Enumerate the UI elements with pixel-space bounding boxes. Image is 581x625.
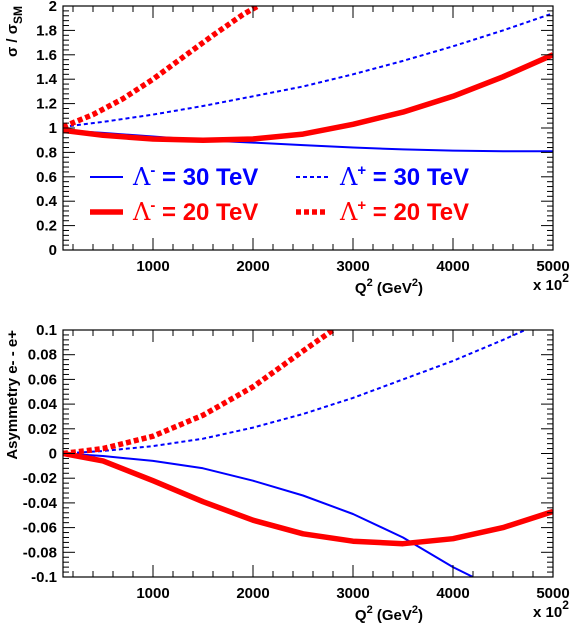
y-tick-label: 0.02 [28, 421, 57, 438]
series-line-red-dotted [63, 6, 260, 130]
series-line-blue-dotted [63, 12, 553, 128]
x-multiplier-label: x 102 [533, 271, 569, 294]
legend-entry-label: Λ- = 20 TeV [132, 197, 258, 226]
y-tick-label: 0.6 [36, 169, 57, 186]
legend: Λ- = 30 TeV Λ+ = 30 TeV Λ- = 20 TeV Λ+ = 20… [90, 162, 469, 226]
y-tick-label: -0.08 [23, 544, 57, 561]
x-tick-label: 5000 [536, 585, 569, 602]
y-tick-label: 0.2 [36, 218, 57, 235]
x-axis-label: Q2 (GeV2) [355, 604, 423, 624]
x-tick-label: 3000 [336, 258, 369, 275]
x-tick-label: 5000 [536, 258, 569, 275]
y-axis-label: σ / σSM [4, 6, 25, 57]
x-multiplier-label: x 102 [533, 598, 569, 621]
y-tick-label: 0 [49, 446, 57, 463]
y-tick-label: 0.04 [28, 396, 58, 413]
y-tick-label: 2 [49, 0, 57, 15]
y-tick-label: 0 [49, 242, 57, 259]
x-tick-label: 1000 [136, 585, 169, 602]
y-tick-label: 0.06 [28, 371, 57, 388]
x-tick-label: 2000 [236, 258, 269, 275]
y-tick-label: 0.4 [36, 193, 58, 210]
y-tick-label: 1.8 [36, 22, 57, 39]
plot-area [63, 6, 553, 153]
y-tick-label: 0.08 [28, 347, 57, 364]
series-line-blue-solid [63, 452, 474, 577]
y-tick-label: -0.06 [23, 520, 57, 537]
y-tick-label: -0.1 [31, 569, 57, 586]
x-tick-label: 4000 [436, 585, 469, 602]
y-tick-label: 0.1 [36, 322, 57, 339]
legend-entry-label: Λ- = 30 TeV [132, 162, 258, 191]
x-tick-label: 4000 [436, 258, 469, 275]
y-axis-label: Asymmetry e- - e+ [4, 330, 21, 460]
legend-entry-label: Λ+ = 30 TeV [339, 162, 469, 191]
series-line-blue-dotted [63, 330, 528, 455]
x-tick-label: 3000 [336, 585, 369, 602]
y-tick-label: 1.2 [36, 96, 57, 113]
chart-panel-2: -0.1 -0.08 -0.06 -0.04 -0.02 0 0.02 0.04 0.06 0.0… [4, 322, 570, 624]
x-axis-label: Q2 (GeV2) [355, 277, 423, 297]
y-tick-label: 1.4 [36, 71, 58, 88]
x-tick-label: 1000 [136, 258, 169, 275]
plot-area [63, 330, 553, 577]
plot-frame [62, 329, 554, 578]
chart-panel-1: 0 0.2 0.4 0.6 0.8 1 1.2 1.4 1.6 1.8 2 1000 2000 3000 4… [4, 0, 570, 297]
series-line-red-solid [63, 450, 553, 547]
y-tick-label: 1.6 [36, 47, 57, 64]
legend-entry-label: Λ+ = 20 TeV [339, 197, 469, 226]
x-tick-label: 2000 [236, 585, 269, 602]
series-line-red-dotted [63, 330, 335, 457]
series-line-red-solid [63, 52, 553, 143]
y-tick-label: -0.04 [23, 495, 58, 512]
y-tick-label: -0.02 [23, 470, 57, 487]
y-tick-label: 0.8 [36, 144, 57, 161]
y-tick-label: 1 [49, 120, 57, 137]
